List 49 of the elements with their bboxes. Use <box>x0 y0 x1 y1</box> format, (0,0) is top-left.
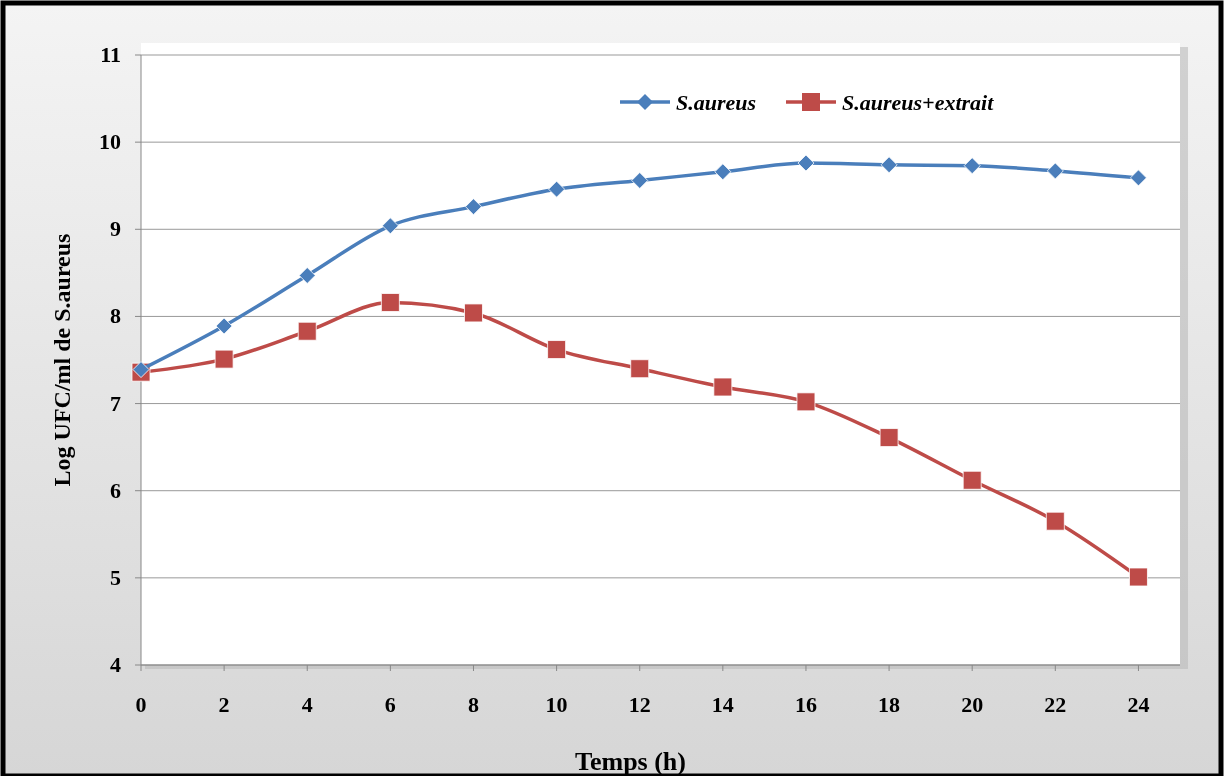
x-tick-label: 14 <box>711 692 734 717</box>
x-tick-label: 2 <box>218 692 230 717</box>
y-tick-label: 8 <box>110 303 121 329</box>
point <box>962 470 982 490</box>
x-tick-label: 22 <box>1044 692 1067 717</box>
x-tick-label: 24 <box>1127 692 1150 717</box>
point <box>880 156 898 174</box>
point <box>214 349 234 369</box>
point <box>465 198 482 216</box>
point <box>1130 169 1147 187</box>
point <box>1129 567 1148 587</box>
y-tick-label: 4 <box>110 652 121 677</box>
x-tick-label: 12 <box>628 692 651 717</box>
y-axis-title: Log UFC/ml de S.aureus <box>49 233 75 487</box>
point <box>713 377 733 397</box>
y-tick-label: 7 <box>110 390 121 416</box>
point <box>464 303 483 323</box>
x-tick-label: 8 <box>467 692 479 717</box>
point <box>381 217 399 235</box>
x-tick-label: 0 <box>135 692 147 717</box>
y-tick-label: 5 <box>110 564 121 590</box>
legend-label: S.aureus <box>676 90 757 115</box>
y-tick-label: 10 <box>99 129 121 155</box>
x-tick-label: 18 <box>878 692 901 717</box>
y-tick-label: 6 <box>110 477 121 503</box>
point <box>547 340 566 359</box>
point <box>297 321 317 341</box>
point <box>548 180 565 198</box>
point <box>631 172 649 189</box>
point <box>380 293 400 312</box>
point <box>630 359 650 379</box>
point <box>298 267 316 284</box>
point <box>1046 162 1064 180</box>
y-tick-label: 9 <box>110 216 121 242</box>
x-axis-title: Temps (h) <box>574 747 687 776</box>
point <box>879 428 899 447</box>
point <box>797 154 815 172</box>
x-tick-label: 20 <box>961 692 984 717</box>
x-tick-label: 10 <box>545 692 568 717</box>
point <box>1045 511 1065 531</box>
x-tick-label: 16 <box>794 692 817 717</box>
point <box>963 157 981 175</box>
y-tick-label: 11 <box>100 42 121 67</box>
x-tick-label: 6 <box>384 692 396 717</box>
point <box>796 392 816 412</box>
x-tick-label: 4 <box>301 692 313 717</box>
legend-label: S.aureus+extrait <box>842 90 995 115</box>
point <box>714 163 732 181</box>
point <box>215 317 233 335</box>
